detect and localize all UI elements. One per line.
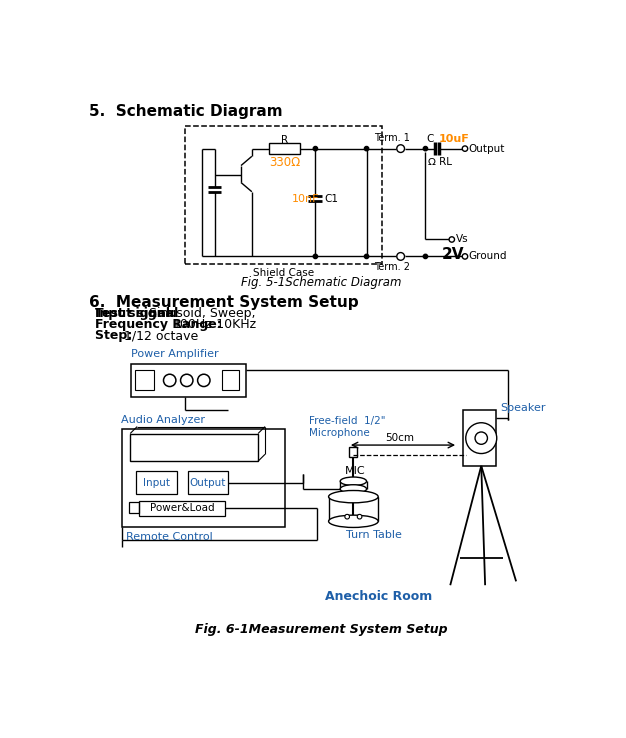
- Circle shape: [397, 145, 404, 153]
- Circle shape: [423, 255, 428, 258]
- Text: 1/12 octave: 1/12 octave: [124, 329, 198, 342]
- Text: Ω RL: Ω RL: [428, 156, 452, 167]
- Text: 10nF: 10nF: [292, 193, 320, 204]
- Bar: [185, 125, 382, 264]
- Text: R: R: [281, 135, 288, 145]
- Text: Output: Output: [469, 144, 505, 154]
- Text: Sinusoid, Sweep,: Sinusoid, Sweep,: [145, 307, 255, 320]
- Bar: [463, 410, 496, 466]
- Circle shape: [397, 252, 404, 261]
- Text: Ground: Ground: [469, 252, 507, 261]
- Circle shape: [364, 146, 369, 151]
- Text: 2V: 2V: [441, 247, 464, 263]
- Bar: [188, 472, 228, 494]
- Ellipse shape: [329, 491, 378, 503]
- Text: Free-field  1/2": Free-field 1/2": [309, 416, 386, 427]
- Circle shape: [313, 146, 317, 151]
- Text: Anechoic Room: Anechoic Room: [326, 590, 433, 603]
- Circle shape: [313, 255, 317, 258]
- Circle shape: [345, 514, 349, 519]
- Text: 100Hz-10KHz: 100Hz-10KHz: [173, 319, 257, 331]
- Text: C: C: [426, 134, 434, 145]
- Text: C1: C1: [325, 193, 339, 204]
- Circle shape: [198, 374, 210, 387]
- Text: Power&Load: Power&Load: [150, 503, 215, 513]
- Text: Term. 1: Term. 1: [374, 133, 410, 143]
- Circle shape: [466, 423, 497, 454]
- Bar: [130, 433, 258, 461]
- Text: Input: Input: [143, 477, 170, 488]
- Bar: [222, 370, 240, 390]
- Text: Shield Case: Shield Case: [253, 269, 314, 278]
- Text: MIC: MIC: [344, 466, 365, 476]
- Text: 50cm: 50cm: [386, 433, 414, 443]
- Text: 5.  Schematic Diagram: 5. Schematic Diagram: [89, 104, 283, 119]
- Text: Input signal: Input signal: [95, 307, 178, 320]
- Text: 330Ω: 330Ω: [269, 156, 300, 169]
- Circle shape: [163, 374, 176, 387]
- Text: Power Amplifier: Power Amplifier: [131, 349, 218, 359]
- Text: Audio Analyzer: Audio Analyzer: [121, 415, 205, 424]
- Bar: [135, 370, 154, 390]
- Circle shape: [462, 254, 468, 259]
- Text: Term. 2: Term. 2: [374, 262, 410, 272]
- Bar: [136, 472, 177, 494]
- Bar: [349, 446, 357, 458]
- Ellipse shape: [329, 515, 378, 528]
- Text: Output: Output: [190, 477, 226, 488]
- Bar: [140, 500, 225, 516]
- Text: Frequency Range:: Frequency Range:: [95, 319, 222, 331]
- Text: 10uF: 10uF: [439, 134, 470, 145]
- Text: Fig. 5-1Schematic Diagram: Fig. 5-1Schematic Diagram: [240, 276, 401, 289]
- Text: Test signal:: Test signal:: [95, 307, 175, 320]
- Text: −: −: [396, 250, 406, 263]
- Text: 6.  Measurement System Setup: 6. Measurement System Setup: [89, 295, 359, 310]
- Circle shape: [423, 146, 428, 151]
- Circle shape: [449, 237, 454, 242]
- Text: Vs: Vs: [456, 235, 468, 244]
- Text: +: +: [396, 144, 406, 154]
- Bar: [131, 365, 245, 396]
- Text: Turn Table: Turn Table: [346, 530, 401, 540]
- Bar: [130, 502, 139, 513]
- Circle shape: [462, 146, 468, 151]
- Text: Speaker: Speaker: [500, 403, 545, 413]
- Bar: [329, 497, 378, 521]
- Circle shape: [357, 514, 362, 519]
- Circle shape: [180, 374, 193, 387]
- Text: Fig. 6-1Measurement System Setup: Fig. 6-1Measurement System Setup: [195, 623, 447, 635]
- Ellipse shape: [340, 485, 367, 493]
- Circle shape: [364, 255, 369, 258]
- Circle shape: [475, 432, 488, 444]
- Ellipse shape: [340, 477, 367, 486]
- Text: Step:: Step:: [95, 329, 137, 342]
- Text: Microphone: Microphone: [309, 428, 370, 438]
- Bar: [269, 143, 300, 154]
- Bar: [123, 429, 285, 527]
- Text: Remote Control: Remote Control: [126, 531, 213, 542]
